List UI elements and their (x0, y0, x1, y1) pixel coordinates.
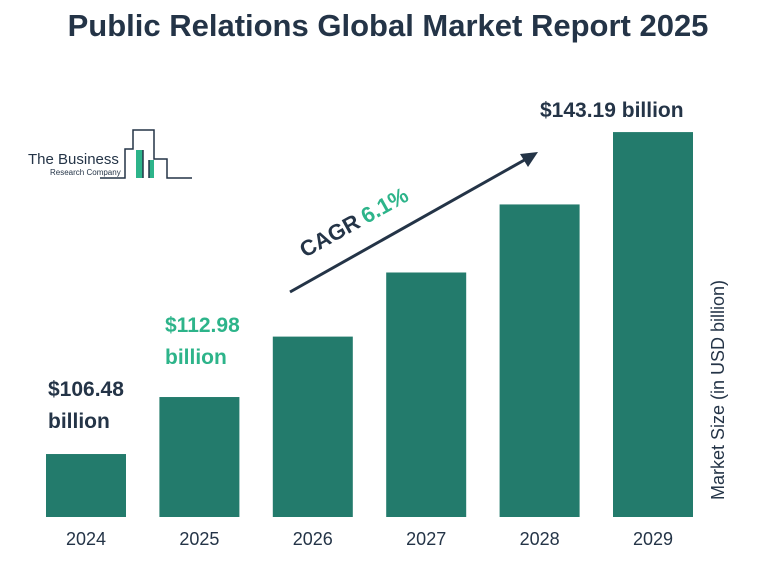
data-label-2025: $112.98 billion (165, 310, 240, 374)
data-label-value: $106.48 (48, 378, 124, 401)
x-tick-label: 2025 (179, 529, 219, 549)
x-tick-label: 2029 (633, 529, 673, 549)
cagr-label: CAGR 6.1% (295, 182, 412, 262)
bar-2028 (499, 204, 580, 517)
bar-2025 (159, 397, 240, 517)
bar-2024 (46, 454, 126, 517)
data-label-value: $112.98 (165, 314, 240, 337)
x-tick-label: 2027 (406, 529, 446, 549)
svg-text:Research Company: Research Company (50, 168, 121, 177)
svg-text:The Business: The Business (28, 151, 119, 168)
y-axis-label: Market Size (in USD billion) (708, 279, 728, 501)
data-label-unit: billion (165, 346, 227, 369)
cagr-value: 6.1% (357, 182, 413, 228)
data-label-2024: $106.48 billion (48, 374, 124, 438)
cagr-arrow (289, 152, 538, 294)
logo: The Business Research Company (28, 129, 192, 179)
bar-2026 (272, 336, 353, 517)
chart-title: Public Relations Global Market Report 20… (67, 8, 709, 43)
data-label-2029: $143.19 billion (540, 99, 684, 122)
bar-2027 (386, 272, 467, 517)
data-label-unit: billion (48, 410, 110, 433)
x-tick-label: 2026 (293, 529, 333, 549)
x-tick-label: 2024 (66, 529, 106, 549)
bar-2029 (613, 132, 693, 517)
x-tick-label: 2028 (520, 529, 560, 549)
